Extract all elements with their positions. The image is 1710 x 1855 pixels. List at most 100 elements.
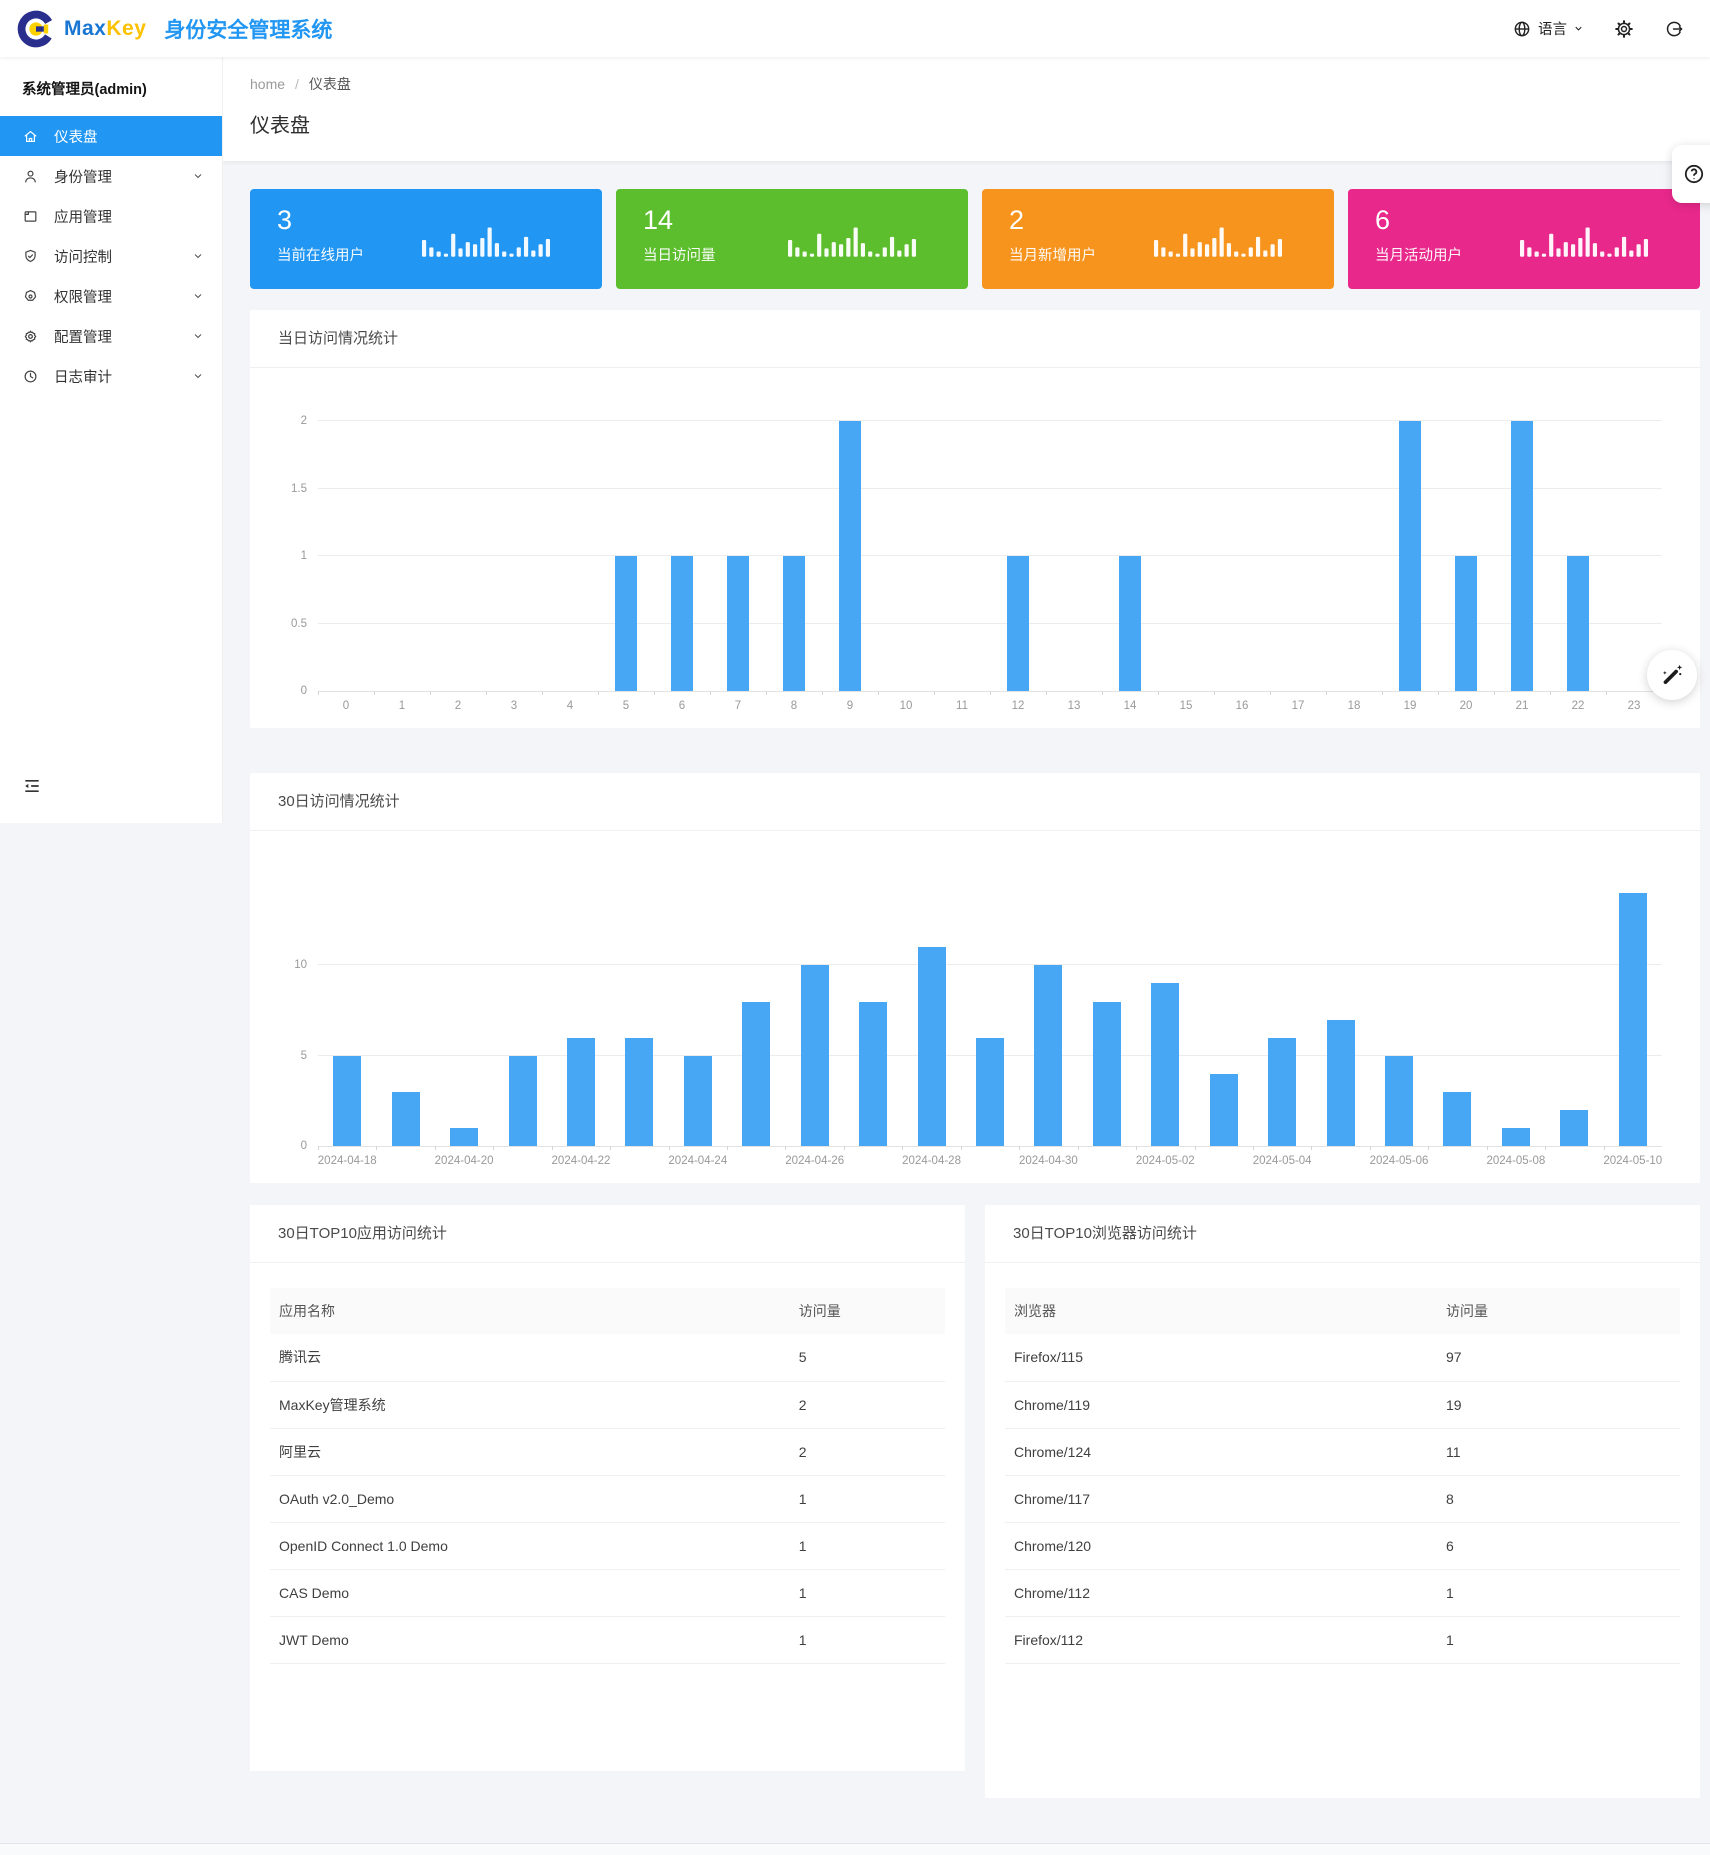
stat-card-3: 6 当月活动用户	[1348, 189, 1700, 289]
sidebar-item-1[interactable]: 身份管理	[0, 156, 222, 196]
sidebar: 系统管理员(admin) 仪表盘 身份管理 应用管理 访问控制 权限管理 配置管理 日志审计	[0, 57, 223, 823]
col-app-name: 应用名称	[270, 1288, 790, 1334]
x-axis-tick	[1194, 1146, 1196, 1150]
monthly-visits-chart: 0 5 10 2024-04-18 2024-04-20 2024-04-22 2024-0…	[250, 831, 1700, 1183]
chevron-down-icon	[1575, 26, 1582, 31]
x-axis-tick-label: 2024-05-02	[1135, 1155, 1195, 1167]
table-cell: 2	[789, 1428, 945, 1476]
histogram-icon	[422, 227, 550, 257]
sidebar-item-label: 日志审计	[54, 369, 112, 386]
x-axis-tick	[1270, 691, 1271, 695]
sidebar-item-3[interactable]: 访问控制	[0, 236, 222, 276]
breadcrumb-current: 仪表盘	[308, 76, 351, 92]
x-axis-tick-label: 2024-05-10	[1603, 1155, 1663, 1167]
y-axis-tick-label: 2	[300, 415, 307, 427]
x-axis-tick	[1369, 1146, 1371, 1150]
x-axis-tick	[551, 1146, 553, 1150]
magic-wand-button[interactable]	[1647, 650, 1697, 700]
help-button[interactable]	[1672, 145, 1710, 203]
brand: MaxKey 身份安全管理系统	[16, 9, 332, 49]
language-selector[interactable]: 语言	[1512, 18, 1584, 39]
x-axis-tick	[430, 691, 431, 695]
x-axis-tick	[318, 691, 319, 695]
x-axis-tick-label: 23	[1627, 700, 1641, 712]
table-cell: 1	[789, 1475, 945, 1523]
gridline	[318, 487, 1662, 489]
x-axis-tick	[654, 691, 655, 695]
table-cell: 8	[1437, 1475, 1680, 1523]
x-axis-tick	[878, 691, 879, 695]
stat-value: 3	[277, 205, 293, 235]
top-apps-panel: 30日TOP10应用访问统计 应用名称 访问量 腾讯云 5 MaxKey管理系统 2 阿…	[250, 1205, 965, 1771]
x-axis-tick-label: 2024-04-22	[551, 1155, 611, 1167]
x-axis-tick-label: 13	[1067, 700, 1081, 712]
menu-fold-icon[interactable]	[22, 776, 42, 796]
gridline	[318, 622, 1662, 624]
bar-2024-04-19	[391, 1091, 420, 1146]
top-browsers-table-wrap: 浏览器 访问量 Firefox/115 97 Chrome/119 19 Chrome/…	[985, 1263, 1700, 1664]
bar-2024-04-27	[859, 1001, 888, 1146]
y-axis-tick-label: 0.5	[291, 617, 307, 630]
bar-2024-05-09	[1560, 1109, 1589, 1146]
sidebar-item-6[interactable]: 日志审计	[0, 356, 222, 396]
bar-12	[1007, 556, 1029, 691]
x-axis-tick-label: 2024-04-30	[1019, 1155, 1078, 1167]
x-axis-tick	[822, 691, 823, 695]
table-cell: Chrome/119	[1005, 1381, 1437, 1429]
x-axis-tick	[374, 691, 375, 695]
magic-wand-icon	[1663, 664, 1683, 684]
x-axis-tick	[1486, 1146, 1488, 1150]
top-apps-table-wrap: 应用名称 访问量 腾讯云 5 MaxKey管理系统 2 阿里云 2 OAuth v2.0_D…	[250, 1263, 965, 1664]
y-axis-tick-label: 10	[294, 959, 307, 972]
col-browser: 浏览器	[1005, 1288, 1437, 1334]
sidebar-item-0[interactable]: 仪表盘	[0, 116, 222, 156]
dashboard-icon	[24, 130, 37, 142]
sidebar-item-label: 仪表盘	[54, 129, 98, 146]
bar-2024-04-24	[683, 1055, 712, 1146]
breadcrumb-home-link[interactable]: home	[250, 76, 286, 92]
top-header: MaxKey 身份安全管理系统 语言	[0, 0, 1710, 57]
x-axis-tick	[960, 1146, 962, 1150]
x-axis-tick-label: 1	[398, 700, 406, 712]
stat-label: 当前在线用户	[277, 248, 364, 264]
header-actions: 语言	[1512, 18, 1684, 39]
chevron-down-icon	[194, 254, 202, 259]
x-axis-tick	[598, 691, 599, 695]
sidebar-item-2[interactable]: 应用管理	[0, 196, 222, 236]
bar-2024-04-22	[566, 1037, 595, 1146]
bar-2024-05-04	[1268, 1037, 1297, 1146]
x-axis-tick	[1603, 1146, 1605, 1150]
monthly-visits-chart-panel: 30日访问情况统计 0 5 10 2024-04-18 2024-04-20 2024-0…	[250, 773, 1700, 1183]
stat-card-1: 14 当日访问量	[616, 189, 968, 289]
daily-visits-chart-title: 当日访问情况统计	[250, 310, 1700, 368]
x-axis-tick	[1494, 691, 1495, 695]
x-axis-tick-label: 2024-04-18	[317, 1155, 377, 1167]
daily-visits-plot: 0 0.5 1 1.5 2 0 1 2 3 4 5 6 7 8 9 10 11 12 13 14 15 16 17 18 19 2…	[291, 394, 1662, 712]
table-cell: CAS Demo	[270, 1569, 790, 1617]
main-content: home / 仪表盘 仪表盘 3 当前在线用户 14 当日访问量 2 当月新增用户 6 当月活…	[223, 57, 1710, 1855]
bar-2024-05-10	[1618, 893, 1647, 1146]
bar-2024-04-26	[800, 965, 829, 1146]
table-cell: Chrome/112	[1005, 1569, 1437, 1617]
shield-check-icon	[25, 249, 36, 262]
y-axis-tick-label: 0	[300, 685, 307, 697]
sidebar-item-label: 身份管理	[54, 169, 112, 186]
brand-name: MaxKey	[64, 17, 146, 41]
x-axis-tick	[1158, 691, 1159, 695]
sidebar-item-4[interactable]: 权限管理	[0, 276, 222, 316]
settings-gear-icon[interactable]	[1614, 19, 1634, 39]
stat-cards-row: 3 当前在线用户 14 当日访问量 2 当月新增用户 6 当月活动用户	[250, 189, 1700, 289]
y-axis-tick-label: 0	[300, 1140, 307, 1152]
table-cell: 19	[1437, 1381, 1680, 1429]
x-axis-tick	[1382, 691, 1383, 695]
table-row: OpenID Connect 1.0 Demo 1	[270, 1522, 945, 1570]
sidebar-item-5[interactable]: 配置管理	[0, 316, 222, 356]
x-axis-tick	[668, 1146, 670, 1150]
table-row: Chrome/112 1	[1005, 1569, 1680, 1617]
table-row: Firefox/115 97	[1005, 1334, 1680, 1382]
page-title: 仪表盘	[250, 115, 310, 137]
question-circle-icon	[1684, 164, 1704, 184]
bar-20	[1455, 556, 1477, 691]
logout-icon[interactable]	[1664, 19, 1684, 39]
